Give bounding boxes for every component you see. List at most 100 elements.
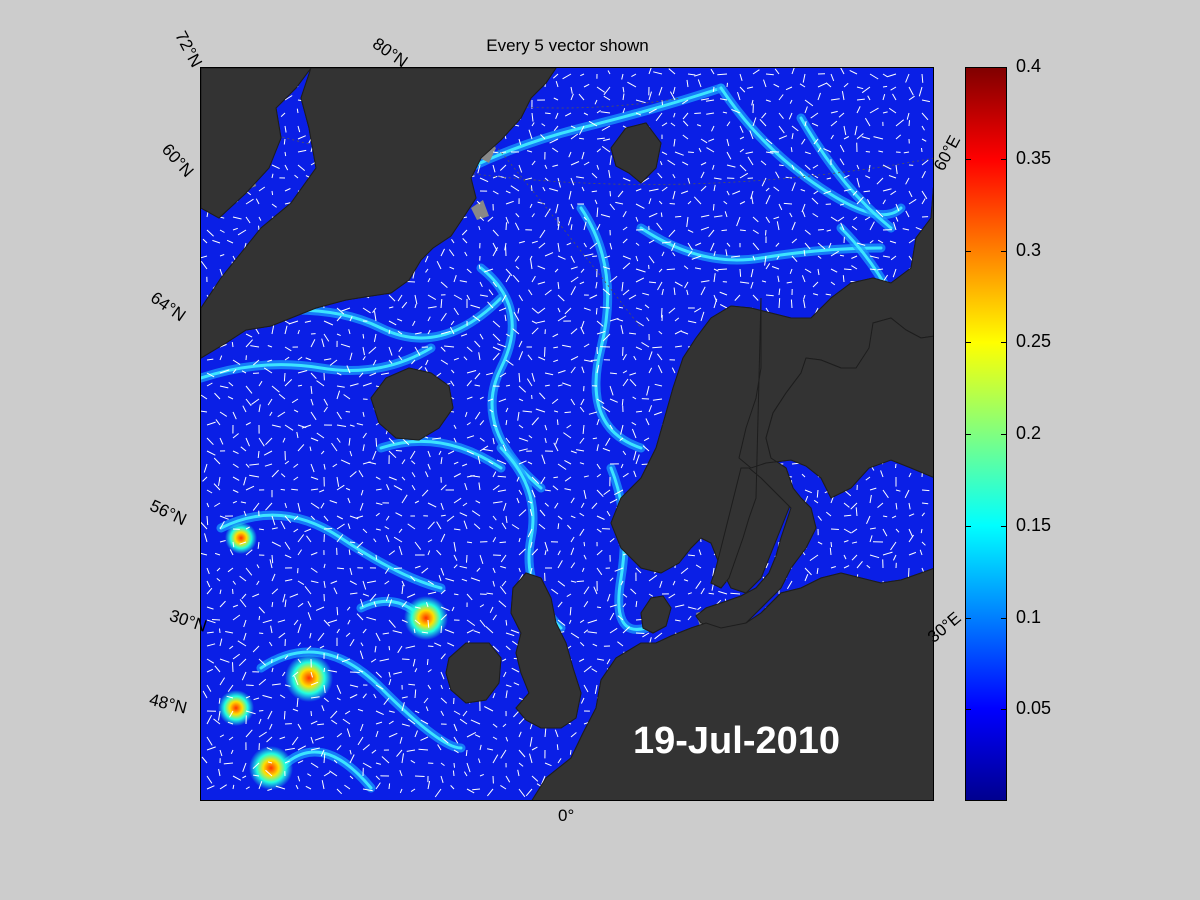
map-svg: 19-Jul-2010 bbox=[201, 68, 934, 801]
current-vector bbox=[922, 490, 929, 491]
colorbar-tick-mark bbox=[1001, 251, 1006, 252]
colorbar-tick-label: 0.2 bbox=[1016, 423, 1041, 444]
current-vector bbox=[831, 542, 832, 547]
colorbar-tick-mark bbox=[966, 159, 971, 160]
current-vector bbox=[284, 373, 285, 381]
current-vector bbox=[670, 204, 675, 205]
current-vector bbox=[570, 750, 571, 755]
current-vector bbox=[402, 659, 410, 660]
current-vector bbox=[284, 139, 285, 145]
current-vector bbox=[376, 555, 377, 560]
date-label: 19-Jul-2010 bbox=[633, 720, 840, 762]
current-vector bbox=[766, 74, 774, 75]
current-vector bbox=[597, 607, 601, 608]
current-vector bbox=[407, 282, 415, 283]
colorbar-tick-label: 0.4 bbox=[1016, 56, 1041, 77]
current-vector bbox=[453, 771, 454, 777]
current-vector bbox=[579, 138, 584, 139]
current-vector bbox=[467, 555, 468, 563]
current-vector bbox=[844, 269, 852, 270]
current-vector bbox=[394, 568, 402, 569]
lon-label-60e: 60°E bbox=[930, 132, 965, 174]
current-vector bbox=[298, 385, 302, 386]
current-vector bbox=[506, 620, 507, 626]
current-vector bbox=[722, 230, 728, 231]
current-vector bbox=[883, 86, 887, 87]
current-vector bbox=[577, 581, 584, 582]
current-vector bbox=[545, 113, 551, 114]
current-vector bbox=[285, 152, 286, 156]
current-vector bbox=[883, 516, 887, 517]
lat-label-48n: 48°N bbox=[147, 690, 189, 719]
current-vector bbox=[675, 216, 681, 217]
current-vector bbox=[909, 568, 910, 577]
current-vector bbox=[922, 148, 923, 152]
current-vector bbox=[636, 633, 644, 634]
current-vector bbox=[557, 419, 558, 425]
current-vector bbox=[346, 412, 350, 413]
current-speed-map: 19-Jul-2010 bbox=[200, 67, 934, 801]
current-vector bbox=[740, 230, 746, 231]
current-vector bbox=[389, 646, 390, 650]
current-vector bbox=[840, 255, 844, 256]
current-vector bbox=[506, 385, 510, 386]
current-vector bbox=[284, 711, 285, 719]
current-vector bbox=[896, 464, 897, 468]
current-vector bbox=[791, 147, 792, 152]
current-vector bbox=[553, 477, 558, 478]
current-vector bbox=[784, 203, 792, 204]
current-vector bbox=[212, 620, 220, 621]
current-vector bbox=[688, 152, 694, 153]
current-vector bbox=[415, 776, 425, 777]
colorbar-tick-label: 0.25 bbox=[1016, 331, 1051, 352]
current-hotspot bbox=[225, 522, 257, 554]
colorbar-tick-mark bbox=[966, 434, 971, 435]
current-vector bbox=[428, 646, 433, 647]
current-vector bbox=[498, 476, 506, 477]
current-vector bbox=[311, 711, 312, 716]
current-vector bbox=[259, 226, 260, 230]
current-vector bbox=[281, 489, 285, 490]
current-vector bbox=[337, 607, 338, 615]
current-hotspot bbox=[404, 596, 448, 640]
current-vector bbox=[592, 256, 597, 257]
current-vector bbox=[713, 204, 714, 211]
current-vector bbox=[843, 275, 844, 282]
current-vector bbox=[596, 308, 597, 314]
current-vector bbox=[207, 516, 208, 525]
current-vector bbox=[661, 213, 662, 218]
current-vector bbox=[766, 230, 767, 236]
colorbar-tick-mark bbox=[1001, 618, 1006, 619]
current-vector bbox=[584, 542, 585, 546]
current-hotspot bbox=[249, 746, 293, 790]
colorbar-tick-mark bbox=[966, 251, 971, 252]
current-vector bbox=[415, 690, 416, 699]
current-vector bbox=[350, 542, 355, 543]
current-vector bbox=[427, 659, 428, 665]
current-vector bbox=[233, 589, 234, 594]
current-vector bbox=[864, 191, 870, 192]
current-vector bbox=[500, 542, 507, 543]
current-vector bbox=[291, 489, 298, 490]
current-vector bbox=[389, 783, 390, 789]
current-vector bbox=[545, 347, 546, 357]
current-vector bbox=[922, 503, 928, 504]
current-vector bbox=[479, 265, 480, 269]
colorbar-tick-label: 0.1 bbox=[1016, 607, 1041, 628]
current-vector bbox=[466, 750, 467, 756]
current-vector bbox=[622, 399, 623, 406]
current-vector bbox=[557, 744, 558, 750]
current-vector bbox=[396, 451, 402, 452]
current-vector bbox=[909, 120, 910, 126]
colorbar-tick-mark bbox=[966, 709, 971, 710]
colorbar-tick-mark bbox=[1001, 434, 1006, 435]
current-vector bbox=[817, 490, 818, 498]
lat-label-56n: 56°N bbox=[147, 496, 190, 530]
colorbar-tick-label: 0.15 bbox=[1016, 515, 1051, 536]
current-vector bbox=[694, 113, 701, 114]
current-vector bbox=[454, 763, 455, 768]
current-vector bbox=[610, 373, 617, 374]
current-vector bbox=[259, 616, 260, 620]
lat-label-60n: 60°N bbox=[157, 140, 197, 182]
current-vector bbox=[376, 438, 377, 447]
